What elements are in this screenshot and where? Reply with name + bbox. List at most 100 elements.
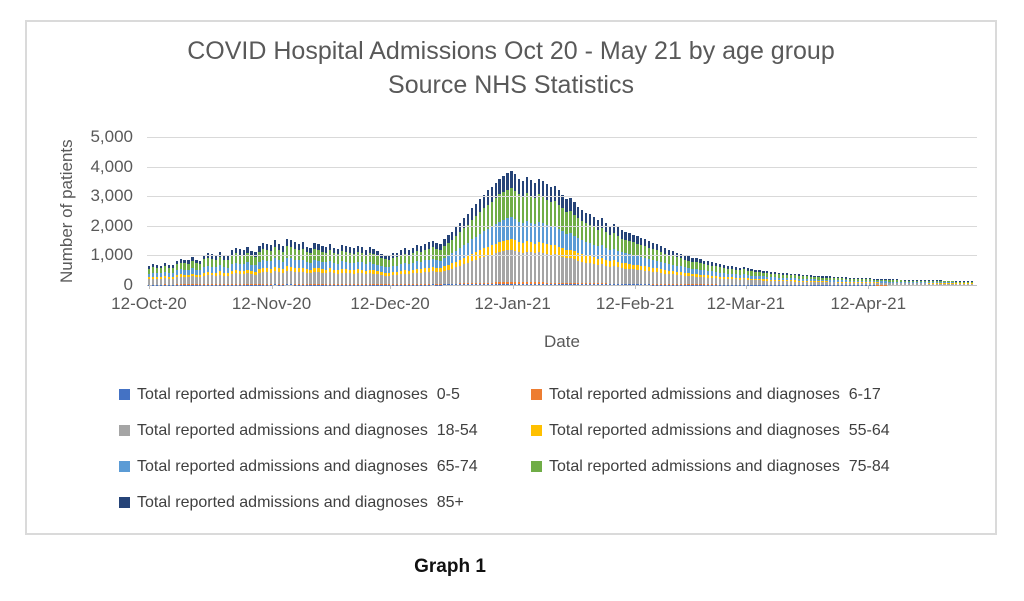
bar-segment [577,206,580,219]
bar-segment [734,269,737,275]
bar-segment [356,272,359,285]
bar-segment [333,247,336,254]
bar-segment [557,190,560,205]
bar-segment [667,270,671,275]
legend-label: Total reported admissions and diagnoses … [137,493,464,511]
stacked-bar [884,278,887,285]
bar-segment [884,281,887,283]
bar-segment [187,260,190,264]
stacked-bar [155,264,159,285]
bar-segment [644,257,647,267]
bar-segment [604,248,608,260]
bar-segment [679,266,682,273]
bar-segment [805,280,808,282]
bar-segment [911,281,915,283]
stacked-bar [266,243,269,285]
bar-segment [313,260,316,269]
bar-segment [281,261,285,270]
bar-segment [281,246,285,253]
bar-segment [742,277,745,280]
bar-segment [510,170,513,188]
stacked-bar [187,260,190,285]
bar-segment [640,256,643,266]
bar-segment [191,276,194,285]
bar-segment [616,236,619,251]
bar-segment [892,280,895,282]
bar-segment [573,284,576,285]
stacked-bar [159,265,163,285]
bar-segment [951,281,954,283]
bar-segment [337,270,340,274]
stacked-bar [813,275,816,285]
bar-segment [648,284,651,285]
bar-segment [923,282,926,284]
bar-segment [506,283,509,285]
bar-segment [427,248,430,260]
bar-segment [459,284,462,285]
bar-segment [616,261,619,268]
bar-segment [502,251,505,283]
bar-segment [774,280,777,285]
bar-segment [514,282,517,284]
legend-item: Total reported admissions and diagnoses … [531,458,943,475]
bar-segment [592,244,596,258]
bar-segment [431,283,434,285]
bar-segment [372,270,375,274]
bar-segment [817,281,820,283]
bar-segment [718,267,722,273]
bar-segment [285,246,289,258]
bar-segment [963,281,966,282]
bar-segment [518,241,521,252]
bar-segment [967,281,970,282]
bar-segment [266,243,269,251]
bar-segment [797,278,800,281]
bar-segment [746,279,749,285]
bar-segment [817,277,820,280]
bar-segment [400,274,403,285]
bar-segment [151,267,155,273]
bar-segment [793,280,797,282]
bar-segment [522,243,525,253]
bar-segment [616,284,619,285]
bar-segment [585,212,588,224]
bar-segment [770,277,773,280]
bar-segment [222,259,226,268]
legend-swatch-icon [531,389,542,400]
bar-segment [624,283,627,285]
bar-segment [482,283,485,285]
stacked-bar [754,269,757,285]
bar-segment [274,266,277,271]
bar-segment [955,280,958,282]
bar-segment [502,283,505,285]
bar-segment [167,276,170,279]
stacked-bar [537,178,541,285]
bar-segment [951,280,954,282]
bar-segment [860,279,863,281]
bar-segment [344,261,348,270]
bar-segment [439,272,442,284]
bar-segment [652,249,655,261]
bar-segment [333,273,336,285]
bar-segment [884,283,887,285]
bar-segment [620,262,623,269]
bar-segment [557,255,560,283]
bar-segment [856,277,860,280]
stacked-bar [896,279,899,285]
bar-segment [352,273,356,285]
bar-segment [451,284,454,285]
stacked-bar [459,222,462,285]
bar-segment [526,241,529,252]
bar-segment [289,258,293,267]
bar-segment [545,184,548,200]
bar-segment [518,178,521,195]
bar-segment [254,265,257,272]
stacked-bar [510,170,513,285]
stacked-bar [801,274,804,285]
bar-segment [624,239,627,254]
stacked-bar [900,279,903,285]
bar-segment [427,242,430,249]
bar-segment [691,268,694,274]
bar-segment [246,269,249,274]
stacked-bar [344,246,348,285]
bar-segment [183,259,186,264]
